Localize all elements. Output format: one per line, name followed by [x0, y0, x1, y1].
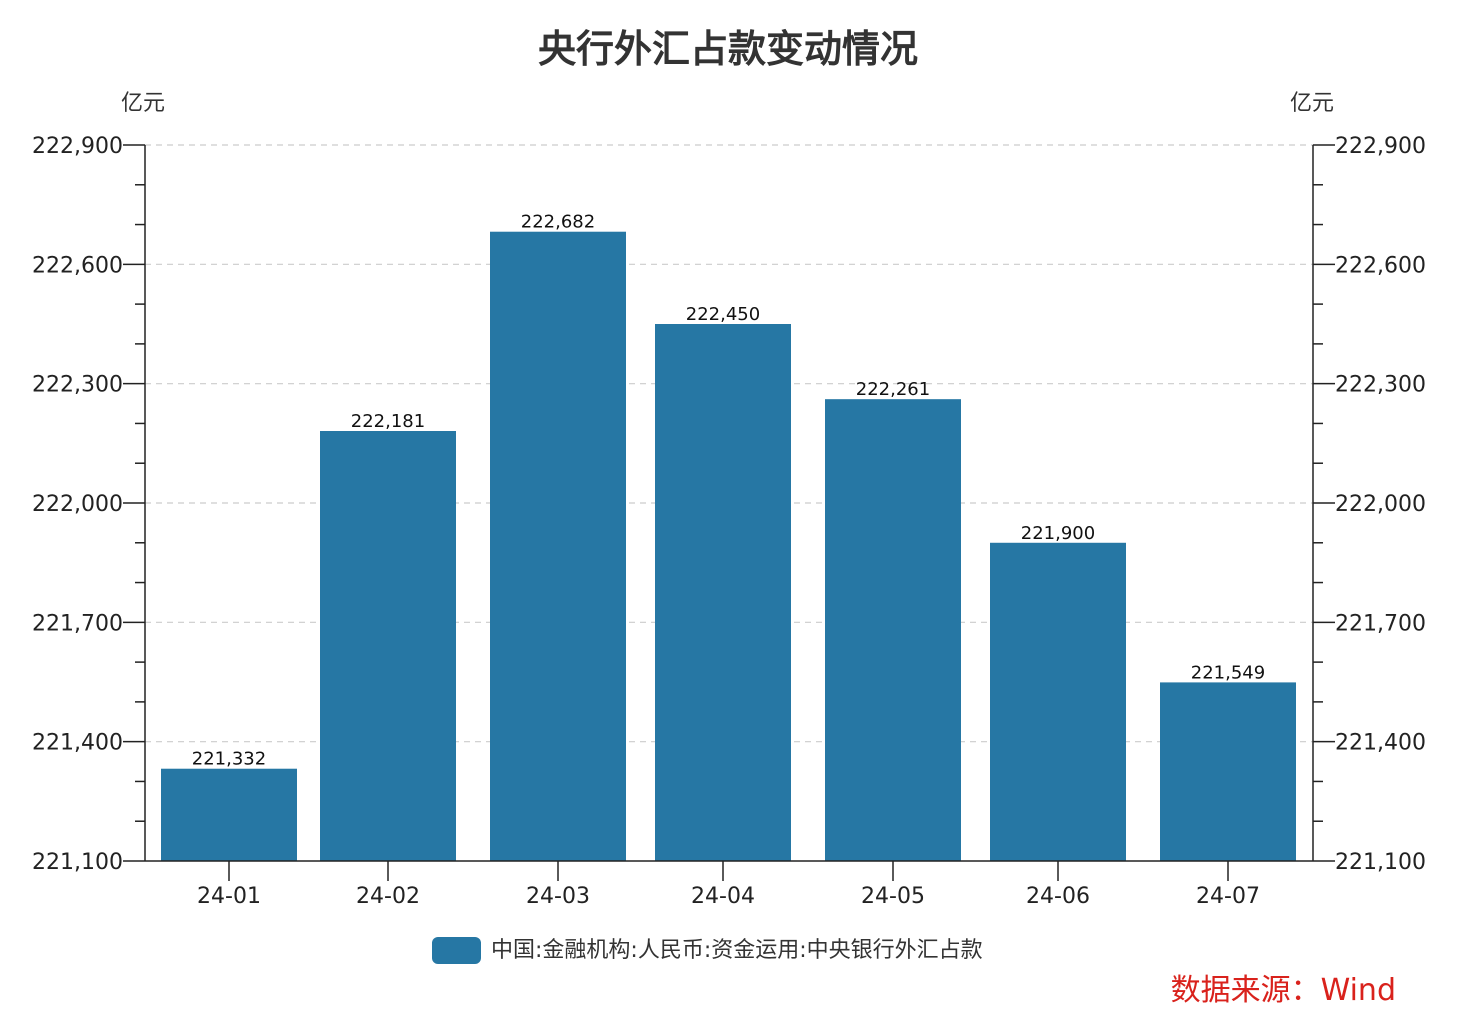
y-axis-unit-right: 亿元 — [1290, 91, 1334, 116]
y-tick-label-left: 222,000 — [32, 492, 123, 517]
y-tick-label-right: 221,700 — [1335, 611, 1426, 636]
data-label: 222,261 — [856, 379, 930, 400]
y-axis-unit-left: 亿元 — [121, 91, 165, 116]
y-tick-label-left: 222,300 — [32, 373, 123, 398]
axes: 221,100 221,100 221,400 221,400 221,700 221,7… — [32, 134, 1426, 909]
x-tick-label: 24-01 — [197, 884, 261, 909]
data-label: 222,181 — [351, 411, 425, 432]
y-tick-label-left: 221,400 — [32, 731, 123, 756]
bar — [825, 399, 961, 861]
data-label: 221,549 — [1191, 662, 1265, 683]
y-tick-label-left: 222,900 — [32, 134, 123, 159]
x-tick-label: 24-05 — [861, 884, 925, 909]
x-tick-label: 24-02 — [356, 884, 420, 909]
bars: 221,332 222,181 222,682 222,450 222,261 221,9… — [161, 212, 1296, 861]
source-note: 数据来源：Wind — [1171, 973, 1396, 1008]
y-tick-label-left: 221,700 — [32, 611, 123, 636]
bar — [320, 431, 456, 861]
y-tick-label-right: 221,100 — [1335, 850, 1426, 875]
bar — [655, 324, 791, 861]
y-tick-label-right: 222,300 — [1335, 373, 1426, 398]
legend: 中国:金融机构:人民币:资金运用:中央银行外汇占款 — [432, 937, 983, 964]
legend-label: 中国:金融机构:人民币:资金运用:中央银行外汇占款 — [491, 938, 983, 963]
y-tick-label-right: 221,400 — [1335, 731, 1426, 756]
bar — [161, 768, 297, 861]
x-tick-label: 24-07 — [1196, 884, 1260, 909]
data-label: 221,332 — [192, 749, 266, 770]
chart-title: 央行外汇占款变动情况 — [538, 27, 918, 71]
y-tick-label-right: 222,600 — [1335, 253, 1426, 278]
legend-swatch — [432, 937, 481, 964]
x-tick-label: 24-06 — [1026, 884, 1090, 909]
y-tick-label-right: 222,000 — [1335, 492, 1426, 517]
data-label: 222,682 — [521, 212, 595, 233]
data-label: 221,900 — [1021, 523, 1095, 544]
x-tick-label: 24-04 — [691, 884, 755, 909]
x-tick-label: 24-03 — [526, 884, 590, 909]
bar — [990, 542, 1126, 861]
y-tick-label-right: 222,900 — [1335, 134, 1426, 159]
bar — [1160, 682, 1296, 861]
bar — [490, 231, 626, 861]
y-tick-label-left: 221,100 — [32, 850, 123, 875]
data-label: 222,450 — [686, 304, 760, 325]
y-tick-label-left: 222,600 — [32, 253, 123, 278]
